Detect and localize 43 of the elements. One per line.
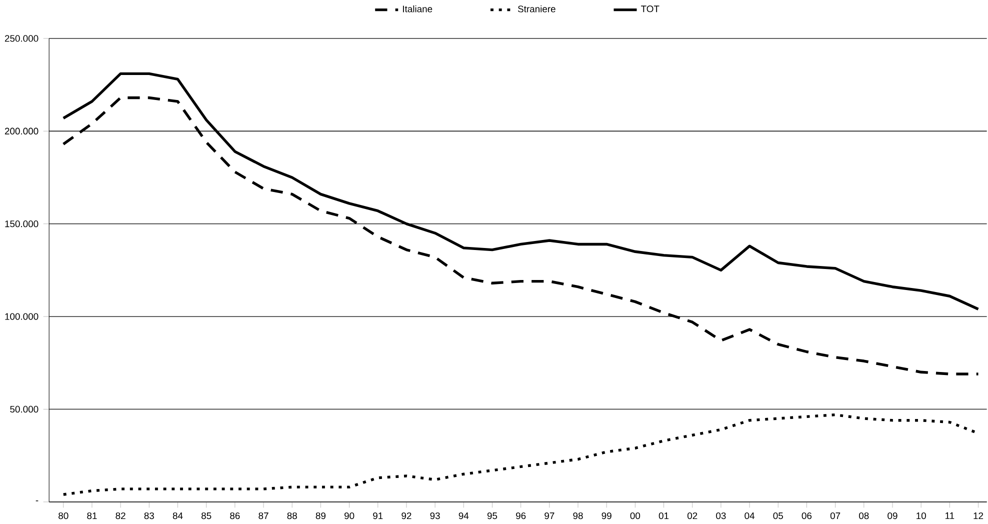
y-tick-label: 200.000 [4, 128, 38, 135]
x-tick-label: 81 [87, 512, 97, 520]
x-tick-label: 91 [373, 512, 383, 520]
y-tick-label: 50.000 [10, 406, 38, 413]
x-tick-label: 05 [773, 512, 783, 520]
x-tick-label: 12 [974, 512, 984, 520]
x-tick-label: 82 [116, 512, 126, 520]
x-tick-label: 94 [458, 512, 469, 520]
x-tick-label: 90 [344, 512, 354, 520]
x-tick-label: 93 [430, 512, 440, 520]
x-tick-label: 85 [202, 512, 212, 520]
x-tick-label: 89 [316, 512, 326, 520]
y-tick-label: 250.000 [4, 35, 38, 42]
x-tick-label: 88 [287, 512, 297, 520]
x-tick-label: 87 [258, 512, 268, 520]
x-tick-label: 92 [402, 512, 412, 520]
legend-label: Straniere [518, 6, 556, 13]
x-tick-label: 08 [859, 512, 869, 520]
x-tick-label: 86 [230, 512, 240, 520]
x-tick-label: 04 [744, 512, 755, 520]
x-tick-label: 97 [544, 512, 554, 520]
x-tick-label: 95 [487, 512, 498, 520]
x-tick-label: 98 [573, 512, 583, 520]
x-tick-label: 06 [802, 512, 812, 520]
line-series [62, 72, 980, 311]
x-tick-label: 83 [144, 512, 154, 520]
x-tick-label: 99 [602, 512, 612, 520]
x-tick-label: 10 [916, 512, 926, 520]
x-tick-label: 03 [716, 512, 726, 520]
x-tick-label: 09 [888, 512, 898, 520]
x-tick-label: 84 [172, 512, 183, 520]
x-tick-label: 00 [630, 512, 640, 520]
x-tick-label: 07 [830, 512, 840, 520]
legend-label: Italiane [403, 6, 432, 13]
x-tick-label: 01 [658, 512, 669, 520]
legend-label: TOT [641, 6, 660, 12]
y-tick-label: 150.000 [5, 220, 38, 228]
x-tick-label: 80 [58, 512, 68, 520]
x-tick-label: 11 [945, 512, 954, 520]
x-tick-label: 02 [687, 512, 698, 520]
y-tick-label: - [36, 500, 38, 502]
x-tick-label: 96 [516, 512, 526, 520]
y-tick-label: 100.000 [5, 313, 38, 320]
